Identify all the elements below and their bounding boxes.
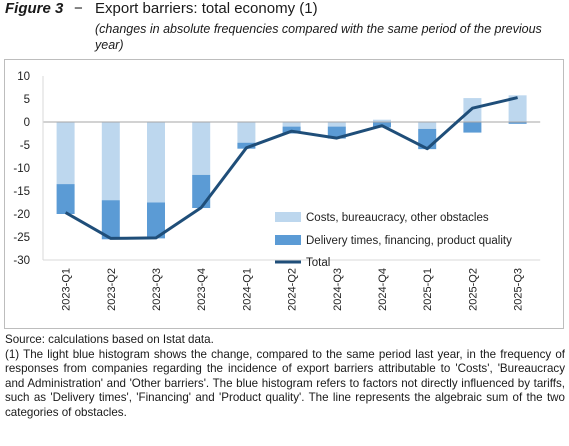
legend-swatch: [275, 212, 301, 222]
legend-label: Total: [306, 257, 330, 269]
y-tick-label: 10: [17, 71, 30, 83]
bar-costs: [237, 122, 256, 143]
bar-delivery: [327, 126, 346, 139]
footer: Source: calculations based on Istat data…: [5, 333, 565, 420]
chart-subtitle: (changes in absolute frequencies compare…: [95, 22, 542, 52]
bar-costs: [147, 122, 165, 203]
bar-delivery: [463, 122, 482, 133]
chart-title: Export barriers: total economy (1): [95, 0, 318, 17]
x-tick-labels: 2023-Q1 2023-Q2 2023-Q3 2023-Q4 2024-Q1 2024-…: [61, 268, 525, 311]
y-tick-label: -25: [13, 232, 30, 244]
x-tick-label: 2024-Q4: [377, 268, 389, 311]
bar-costs: [101, 122, 120, 201]
y-tick-label: -20: [13, 209, 30, 221]
x-tick-label: 2025-Q1: [422, 268, 434, 311]
x-tick-label: 2024-Q2: [287, 268, 299, 311]
x-tick-label: 2024-Q1: [241, 268, 253, 311]
y-tick-label: -5: [20, 140, 30, 152]
y-tick-label: 0: [24, 117, 30, 129]
bar-delivery: [101, 200, 120, 240]
x-tick-label: 2023-Q4: [196, 268, 208, 311]
bar-costs: [192, 122, 211, 175]
legend-label: Delivery times, financing, product quali…: [306, 235, 512, 247]
legend-swatch: [275, 235, 301, 245]
bar-delivery: [147, 202, 165, 239]
chart-legend: Costs, bureaucracy, other obstacles Deliv…: [275, 212, 512, 269]
bar-delivery: [508, 122, 527, 124]
bar-delivery: [192, 174, 211, 209]
series-costs-bars: [56, 95, 527, 203]
bar-costs: [508, 95, 527, 122]
title-dash: −: [74, 0, 83, 17]
bar-delivery: [56, 184, 75, 214]
x-tick-label: 2023-Q1: [61, 268, 73, 311]
y-tick-labels: 10 5 0 -5 -10 -15 -20 -25 -30: [13, 71, 30, 267]
chart-frame: [4, 59, 564, 329]
x-tick-label: 2023-Q2: [106, 268, 118, 311]
x-tick-label: 2023-Q3: [151, 268, 163, 311]
figure-label: Figure 3: [5, 0, 64, 17]
bar-costs: [56, 122, 75, 185]
bar-costs: [282, 122, 301, 127]
legend-label: Costs, bureaucracy, other obstacles: [306, 212, 489, 224]
series-delivery-bars: [56, 122, 527, 240]
bar-costs: [373, 119, 391, 122]
x-tick-label: 2025-Q2: [467, 268, 479, 311]
y-tick-label: 5: [24, 94, 30, 106]
total-line: [64, 96, 518, 240]
bar-delivery: [237, 142, 256, 149]
bar-costs: [327, 122, 346, 127]
source-note: Source: calculations based on Istat data…: [5, 333, 214, 346]
y-tick-label: -10: [13, 163, 30, 175]
x-tick-label: 2024-Q3: [332, 268, 344, 311]
y-tick-label: -15: [13, 186, 30, 198]
footnote: (1) The light blue histogram shows the c…: [5, 347, 565, 419]
x-tick-label: 2025-Q3: [513, 268, 525, 311]
bar-costs: [418, 122, 437, 129]
y-tick-label: -30: [13, 255, 30, 267]
